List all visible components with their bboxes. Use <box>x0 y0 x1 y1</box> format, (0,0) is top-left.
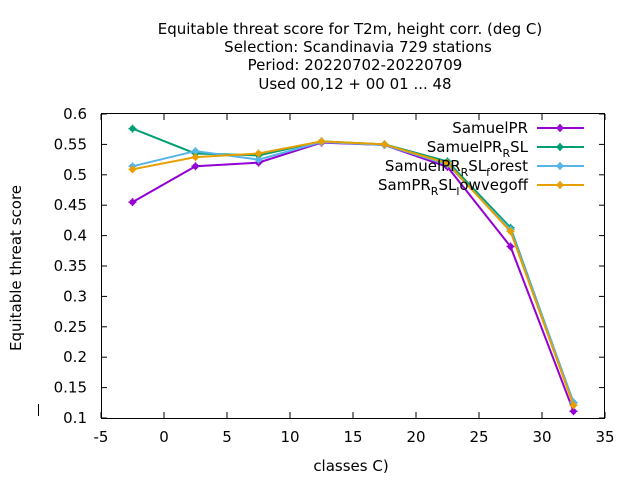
title-line-2: Selection: Scandinavia 729 stations <box>224 38 492 56</box>
data-point <box>191 162 200 171</box>
y-tick-label: 0.45 <box>54 196 87 214</box>
x-tick-label: 25 <box>469 428 488 446</box>
data-point <box>191 153 200 162</box>
y-axis-label: Equitable threat score <box>7 185 25 351</box>
series-4 <box>128 137 578 410</box>
y-axis: 0.1 0.15 0.2 0.25 0.3 0.35 0.4 0.45 0.5 0.55 0.6 <box>54 105 605 427</box>
data-point <box>128 124 137 133</box>
x-axis-label: classes C) <box>313 457 388 475</box>
legend-item-4: SamPRRSLlowvegoff <box>378 176 584 198</box>
legend-label: SamuelPRRSLforest <box>385 157 528 179</box>
y-tick-label: 0.5 <box>63 166 87 184</box>
plot-area-frame <box>101 113 605 419</box>
x-axis: -5 0 5 10 15 20 25 30 35 <box>94 114 615 446</box>
y-tick-label: 0.35 <box>54 257 87 275</box>
legend-label: SamPRRSLlowvegoff <box>378 176 529 198</box>
y-tick-label: 0.55 <box>54 135 87 153</box>
x-tick-label: 10 <box>280 428 299 446</box>
x-tick-label: 0 <box>159 428 169 446</box>
y-tick-label: 0.15 <box>54 379 87 397</box>
title-line-1: Equitable threat score for T2m, height c… <box>158 20 543 38</box>
legend-swatch-marker <box>556 181 564 189</box>
data-point <box>506 242 515 251</box>
data-point <box>317 137 326 146</box>
x-tick-label: 20 <box>406 428 425 446</box>
x-tick-label: 5 <box>222 428 232 446</box>
series-layer <box>128 124 578 416</box>
legend-swatch-marker <box>556 162 564 170</box>
legend-item-1: SamuelPR <box>452 119 584 137</box>
data-point <box>128 165 137 174</box>
legend-swatch-marker <box>556 143 564 151</box>
legend-label: SamuelPR <box>452 119 528 137</box>
chart-title: Equitable threat score for T2m, height c… <box>158 20 543 93</box>
y-tick-label: 0.3 <box>63 287 87 305</box>
data-point <box>128 198 137 207</box>
data-point <box>443 159 452 168</box>
y-tick-label: 0.4 <box>63 227 87 245</box>
y-tick-label: 0.1 <box>63 409 87 427</box>
y-tick-label: 0.25 <box>54 318 87 336</box>
x-tick-label: 15 <box>343 428 362 446</box>
data-point <box>254 149 263 158</box>
data-point <box>380 140 389 149</box>
x-tick-label: 30 <box>532 428 551 446</box>
legend: SamuelPRSamuelPRRSLSamuelPRRSLforestSamP… <box>378 119 584 198</box>
data-point <box>254 155 263 164</box>
data-point <box>506 227 515 236</box>
legend-item-3: SamuelPRRSLforest <box>385 157 584 179</box>
legend-label: SamuelPRRSL <box>427 138 529 160</box>
title-line-3: Period: 20220702-20220709 <box>248 56 463 74</box>
x-tick-label: 35 <box>595 428 614 446</box>
legend-item-2: SamuelPRRSL <box>427 138 584 160</box>
data-point <box>569 401 578 410</box>
series-line <box>132 140 575 406</box>
y-tick-label: 0.2 <box>63 348 87 366</box>
y-tick-label: 0.6 <box>63 105 87 123</box>
x-tick-label: -5 <box>94 428 109 446</box>
legend-swatch-marker <box>556 124 564 132</box>
title-line-4: Used 00,12 + 00 01 ... 48 <box>258 75 451 93</box>
